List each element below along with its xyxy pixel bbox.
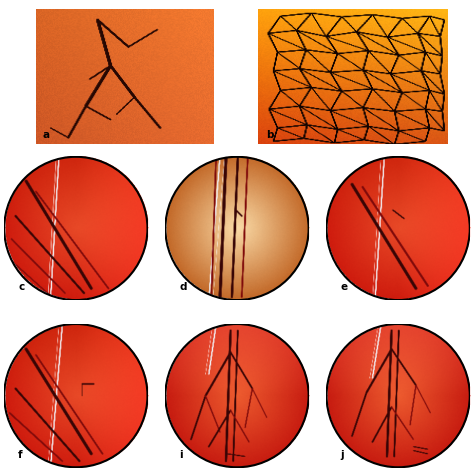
- Text: i: i: [179, 450, 183, 460]
- Text: e: e: [340, 283, 347, 292]
- Text: a: a: [43, 130, 50, 140]
- Text: f: f: [18, 450, 23, 460]
- Text: c: c: [18, 283, 25, 292]
- Text: d: d: [179, 283, 187, 292]
- Text: b: b: [266, 130, 273, 140]
- Text: j: j: [340, 450, 344, 460]
